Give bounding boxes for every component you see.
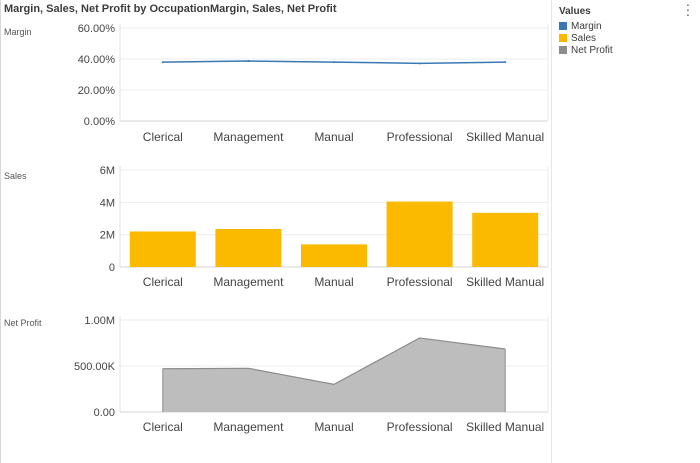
net-profit-ytick-label: 500.00K: [74, 361, 116, 373]
legend-item-sales[interactable]: Sales: [559, 32, 613, 44]
sales-bar: [129, 231, 196, 267]
margin-panel-label: Margin: [4, 27, 32, 37]
sales-xtick-label: Management: [213, 275, 284, 289]
panel-left-border: [0, 0, 1, 463]
sales-bar: [301, 244, 367, 267]
sales-xtick-label: Manual: [314, 275, 353, 289]
margin-ytick-label: 60.00%: [78, 23, 116, 35]
sales-ytick-label: 2M: [100, 230, 115, 242]
sales-xtick-label: Clerical: [143, 275, 183, 289]
sales-bar: [215, 229, 282, 267]
margin-ytick-label: 20.00%: [78, 85, 116, 97]
sales-ytick-label: 0: [109, 262, 115, 274]
margin-xtick-label: Clerical: [143, 130, 183, 144]
legend-swatch-sales: [559, 34, 567, 42]
chart-title: Margin, Sales, Net Profit by OccupationM…: [4, 3, 337, 15]
legend-label-net-profit: Net Profit: [571, 44, 613, 56]
sales-bar: [386, 201, 453, 267]
more-options-icon[interactable]: · · ·: [685, 0, 691, 22]
net-profit-xtick-label: Clerical: [143, 420, 183, 434]
legend-divider: [551, 0, 552, 463]
net-profit-area-line: [162, 337, 506, 386]
net-profit-panel-label: Net Profit: [4, 318, 42, 328]
legend-label-margin: Margin: [571, 20, 602, 32]
sales-bar: [472, 212, 539, 267]
net-profit-xtick-label: Manual: [314, 420, 353, 434]
sales-panel-label: Sales: [4, 171, 27, 181]
net-profit-area-fill: [162, 337, 506, 412]
legend-swatch-net-profit: [559, 46, 567, 54]
legend-label-sales: Sales: [571, 32, 597, 44]
margin-xtick-label: Skilled Manual: [466, 130, 544, 144]
margin-xtick-label: Manual: [314, 130, 353, 144]
sales-xtick-label: Skilled Manual: [466, 275, 544, 289]
margin-xtick-label: Professional: [387, 130, 453, 144]
legend: Values Margin Sales Net Profit: [559, 6, 613, 56]
legend-swatch-margin: [559, 22, 567, 30]
legend-title: Values: [559, 6, 591, 17]
margin-point: [333, 61, 335, 64]
margin-point: [418, 62, 421, 65]
net-profit-xtick-label: Professional: [387, 420, 453, 434]
legend-item-net-profit[interactable]: Net Profit: [559, 44, 613, 56]
margin-ytick-label: 0.00%: [84, 116, 115, 128]
sales-ytick-label: 6M: [100, 165, 115, 177]
sales-xtick-label: Professional: [387, 275, 453, 289]
net-profit-xtick-label: Management: [213, 420, 284, 434]
net-profit-ytick-label: 1.00M: [84, 315, 115, 327]
margin-point: [161, 61, 164, 64]
net-profit-xtick-label: Skilled Manual: [466, 420, 544, 434]
margin-point: [247, 60, 250, 63]
net-profit-ytick-label: 0.00: [94, 407, 115, 419]
margin-ytick-label: 40.00%: [78, 54, 116, 66]
sales-ytick-label: 4M: [100, 197, 115, 209]
legend-item-margin[interactable]: Margin: [559, 20, 613, 32]
margin-point: [504, 61, 507, 64]
margin-xtick-label: Management: [213, 130, 284, 144]
